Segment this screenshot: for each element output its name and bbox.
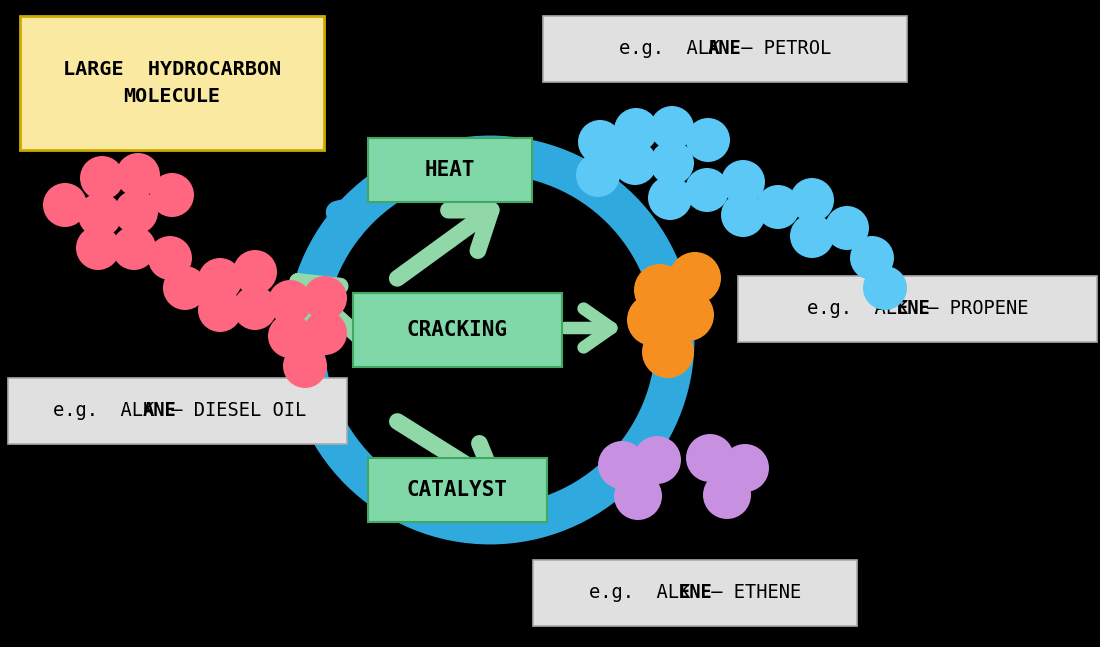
Circle shape xyxy=(790,214,834,258)
Text: – DIESEL OIL: – DIESEL OIL xyxy=(160,402,306,421)
Circle shape xyxy=(720,444,769,492)
Circle shape xyxy=(650,106,694,150)
Circle shape xyxy=(578,120,621,164)
Circle shape xyxy=(825,206,869,250)
Text: e.g.  ALK: e.g. ALK xyxy=(619,39,720,58)
Circle shape xyxy=(80,156,124,200)
Text: CRACKING: CRACKING xyxy=(407,320,508,340)
Circle shape xyxy=(198,288,242,332)
Text: ENE: ENE xyxy=(678,584,712,602)
FancyBboxPatch shape xyxy=(534,560,857,626)
Circle shape xyxy=(685,168,729,212)
Circle shape xyxy=(283,344,327,388)
Circle shape xyxy=(614,472,662,520)
Circle shape xyxy=(720,160,764,204)
Text: – PETROL: – PETROL xyxy=(729,39,830,58)
FancyBboxPatch shape xyxy=(543,16,908,82)
Circle shape xyxy=(790,178,834,222)
Text: HEAT: HEAT xyxy=(425,160,475,180)
Circle shape xyxy=(614,108,658,152)
FancyBboxPatch shape xyxy=(738,276,1097,342)
Circle shape xyxy=(669,252,720,304)
Circle shape xyxy=(148,236,192,280)
Circle shape xyxy=(268,280,312,324)
Circle shape xyxy=(114,190,158,234)
Circle shape xyxy=(613,141,657,185)
FancyBboxPatch shape xyxy=(20,16,324,150)
Circle shape xyxy=(150,173,194,217)
Circle shape xyxy=(576,153,620,197)
Circle shape xyxy=(112,226,156,270)
Circle shape xyxy=(76,226,120,270)
FancyBboxPatch shape xyxy=(368,138,532,202)
Circle shape xyxy=(756,185,800,229)
Circle shape xyxy=(686,118,730,162)
Circle shape xyxy=(302,311,346,355)
Circle shape xyxy=(662,289,714,341)
Circle shape xyxy=(686,434,734,482)
Circle shape xyxy=(302,276,346,320)
Circle shape xyxy=(78,193,122,237)
Circle shape xyxy=(720,193,764,237)
Text: – ETHENE: – ETHENE xyxy=(700,584,801,602)
Text: ENE: ENE xyxy=(896,300,929,318)
Text: ANE: ANE xyxy=(142,402,176,421)
Circle shape xyxy=(650,141,694,185)
Circle shape xyxy=(648,176,692,220)
Circle shape xyxy=(268,314,312,358)
Circle shape xyxy=(598,441,646,489)
Text: e.g.  ALK: e.g. ALK xyxy=(807,300,909,318)
Circle shape xyxy=(632,436,681,484)
Circle shape xyxy=(163,266,207,310)
FancyBboxPatch shape xyxy=(353,293,562,367)
Text: – PROPENE: – PROPENE xyxy=(916,300,1028,318)
FancyBboxPatch shape xyxy=(8,378,346,444)
Circle shape xyxy=(642,326,694,378)
Text: ANE: ANE xyxy=(708,39,741,58)
Circle shape xyxy=(850,236,894,280)
Circle shape xyxy=(233,286,277,330)
Circle shape xyxy=(233,250,277,294)
Text: e.g.  ALK: e.g. ALK xyxy=(53,402,154,421)
Circle shape xyxy=(116,153,160,197)
Circle shape xyxy=(703,471,751,519)
Text: LARGE  HYDROCARBON
MOLECULE: LARGE HYDROCARBON MOLECULE xyxy=(63,60,282,105)
Circle shape xyxy=(634,264,686,316)
Circle shape xyxy=(864,266,907,310)
Circle shape xyxy=(627,294,679,346)
Circle shape xyxy=(43,183,87,227)
FancyBboxPatch shape xyxy=(368,458,547,522)
Circle shape xyxy=(198,258,242,302)
Text: e.g.  ALK: e.g. ALK xyxy=(590,584,691,602)
Text: CATALYST: CATALYST xyxy=(407,480,508,500)
